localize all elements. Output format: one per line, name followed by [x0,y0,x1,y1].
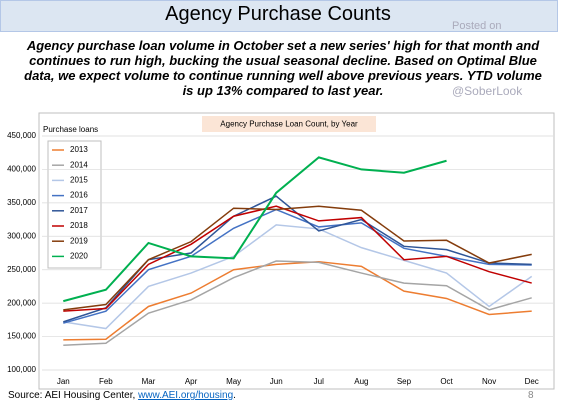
source-end: . [233,390,236,401]
y-tick-label: 450,000 [7,131,36,140]
series-line [63,208,532,324]
legend-label: 2019 [70,236,88,245]
x-tick-label: Jun [270,377,283,386]
legend-label: 2018 [70,221,88,230]
x-tick-label: Jan [57,377,70,386]
x-tick-label: Jul [314,377,324,386]
footer: Source: AEI Housing Center, www.AEI.org/… [8,390,236,401]
y-tick-label: 150,000 [7,332,36,341]
watermark: @SoberLook [452,84,523,98]
source-link[interactable]: www.AEI.org/housing [138,390,234,401]
legend-label: 2020 [70,252,88,261]
legend-label: 2015 [70,176,88,185]
x-tick-label: Sep [397,377,412,386]
x-tick-label: Nov [482,377,496,386]
chart-title-box [202,116,376,132]
x-tick-label: Oct [440,377,453,386]
x-tick-label: Aug [354,377,368,386]
x-tick-label: May [226,377,241,386]
series-line [63,224,533,330]
y-tick-label: 350,000 [7,198,36,207]
chart-title: Agency Purchase Loan Count, by Year [220,120,358,129]
y-tick-label: 400,000 [7,165,36,174]
series-line [63,205,532,311]
legend-box [47,140,102,269]
source: Source: AEI Housing Center, [8,390,139,401]
chart-frame [38,112,555,390]
series-line [63,260,532,341]
legend-label: 2016 [70,191,88,200]
series-line [63,260,532,347]
y-tick-label: 200,000 [7,298,36,307]
description: Agency purchase loan volume in October s… [24,38,542,98]
x-tick-label: Dec [525,377,539,386]
legend-label: 2014 [70,160,88,169]
y-axis-label: Purchase loans [43,125,98,134]
legend-label: 2013 [70,145,88,154]
legend-label: 2017 [70,206,88,215]
series-line [63,205,532,312]
x-tick-label: Feb [99,377,113,386]
series-line [63,156,447,303]
header-bar [0,0,558,32]
x-tick-label: Mar [142,377,156,386]
page-number: 8 [528,390,534,401]
x-tick-label: Apr [185,377,198,386]
y-tick-label: 100,000 [7,365,36,374]
y-tick-label: 300,000 [7,231,36,240]
watermark: Posted on [452,20,502,32]
header-title: Agency Purchase Counts [165,3,391,25]
y-tick-label: 250,000 [7,265,36,274]
